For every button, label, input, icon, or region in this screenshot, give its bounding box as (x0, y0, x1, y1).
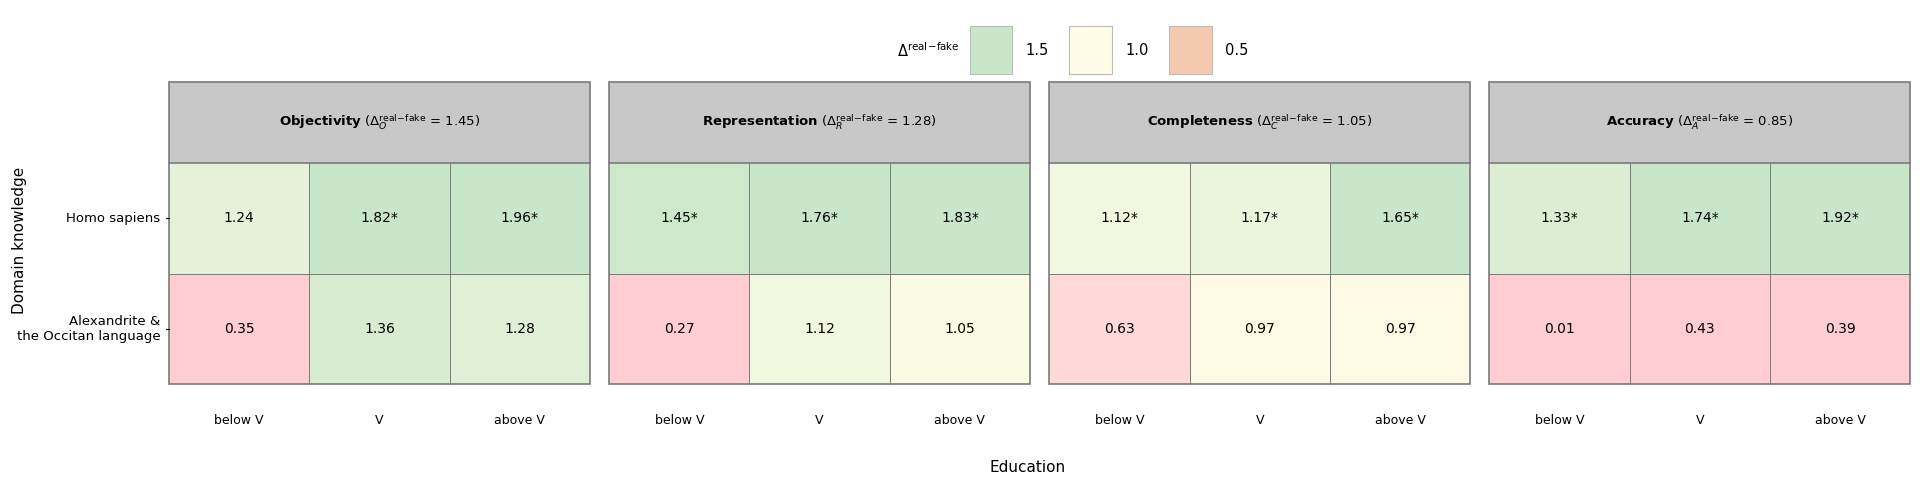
Text: 1.33*: 1.33* (1540, 211, 1578, 226)
Text: 1.82*: 1.82* (361, 211, 397, 226)
Text: Homo sapiens: Homo sapiens (67, 212, 161, 225)
Bar (609, 82, 1029, 163)
Text: below V: below V (1094, 414, 1144, 427)
Bar (169, 82, 589, 163)
Text: 1.05: 1.05 (945, 322, 975, 336)
Text: 1.17*: 1.17* (1240, 211, 1279, 226)
Bar (169, 274, 309, 384)
Bar (1490, 82, 1910, 163)
Bar (889, 163, 1029, 274)
Text: 1.24: 1.24 (225, 211, 255, 226)
Text: $\mathbf{Objectivity}$ ($\Delta_{O}^{\mathrm{real\!-\!fake}}$ = 1.45): $\mathbf{Objectivity}$ ($\Delta_{O}^{\ma… (278, 113, 480, 132)
Text: $\mathbf{Accuracy}$ ($\Delta_{A}^{\mathrm{real\!-\!fake}}$ = 0.85): $\mathbf{Accuracy}$ ($\Delta_{A}^{\mathr… (1607, 113, 1793, 132)
Text: $\mathbf{Completeness}$ ($\Delta_{C}^{\mathrm{real\!-\!fake}}$ = 1.05): $\mathbf{Completeness}$ ($\Delta_{C}^{\m… (1146, 113, 1373, 132)
Text: 1.65*: 1.65* (1380, 211, 1419, 226)
Text: 0.43: 0.43 (1684, 322, 1715, 336)
Text: 0.97: 0.97 (1384, 322, 1415, 336)
Bar (749, 163, 889, 274)
Bar (1331, 274, 1471, 384)
Text: 0.27: 0.27 (664, 322, 695, 336)
Text: 1.12*: 1.12* (1100, 211, 1139, 226)
Text: 0.63: 0.63 (1104, 322, 1135, 336)
Text: $\Delta^{\mathrm{real\!-\!fake}}$: $\Delta^{\mathrm{real\!-\!fake}}$ (897, 41, 960, 60)
Bar (169, 163, 309, 274)
Text: V: V (816, 414, 824, 427)
Bar (449, 274, 589, 384)
Bar (309, 163, 449, 274)
Bar (1630, 274, 1770, 384)
Bar (1490, 163, 1630, 274)
Text: above V: above V (935, 414, 985, 427)
Text: 1.74*: 1.74* (1682, 211, 1718, 226)
Text: 1.12: 1.12 (804, 322, 835, 336)
Bar (449, 163, 589, 274)
Bar (1630, 163, 1770, 274)
Text: 0.97: 0.97 (1244, 322, 1275, 336)
Bar (1490, 274, 1630, 384)
Bar (1770, 274, 1910, 384)
Bar (889, 274, 1029, 384)
Bar (1190, 274, 1331, 384)
Text: 1.45*: 1.45* (660, 211, 699, 226)
Text: 1.0: 1.0 (1125, 43, 1148, 58)
Bar (749, 274, 889, 384)
Text: $\mathbf{Representation}$ ($\Delta_{R}^{\mathrm{real\!-\!fake}}$ = 1.28): $\mathbf{Representation}$ ($\Delta_{R}^{… (703, 113, 937, 132)
Text: below V: below V (655, 414, 705, 427)
Bar (1048, 82, 1471, 163)
Text: 1.36: 1.36 (365, 322, 396, 336)
Text: 1.96*: 1.96* (501, 211, 540, 226)
Text: 1.28: 1.28 (505, 322, 536, 336)
Text: Education: Education (989, 460, 1066, 475)
Bar (1770, 163, 1910, 274)
Text: below V: below V (1534, 414, 1584, 427)
Text: V: V (1256, 414, 1263, 427)
Bar (1048, 274, 1190, 384)
Text: above V: above V (493, 414, 545, 427)
Text: Alexandrite &
the Occitan language: Alexandrite & the Occitan language (17, 315, 161, 343)
Text: above V: above V (1814, 414, 1866, 427)
Text: below V: below V (215, 414, 263, 427)
Text: V: V (1695, 414, 1705, 427)
Text: 0.5: 0.5 (1225, 43, 1248, 58)
Bar (1048, 163, 1190, 274)
Bar (1331, 163, 1471, 274)
Text: 1.83*: 1.83* (941, 211, 979, 226)
Bar (309, 274, 449, 384)
Bar (1190, 163, 1331, 274)
Text: 0.35: 0.35 (225, 322, 255, 336)
Text: V: V (374, 414, 384, 427)
Text: 1.92*: 1.92* (1822, 211, 1859, 226)
Text: 0.39: 0.39 (1824, 322, 1855, 336)
Text: Domain knowledge: Domain knowledge (12, 167, 27, 313)
Bar (609, 274, 749, 384)
Text: 1.76*: 1.76* (801, 211, 839, 226)
Bar (609, 163, 749, 274)
Text: 1.5: 1.5 (1025, 43, 1048, 58)
Text: above V: above V (1375, 414, 1425, 427)
Text: 0.01: 0.01 (1544, 322, 1574, 336)
